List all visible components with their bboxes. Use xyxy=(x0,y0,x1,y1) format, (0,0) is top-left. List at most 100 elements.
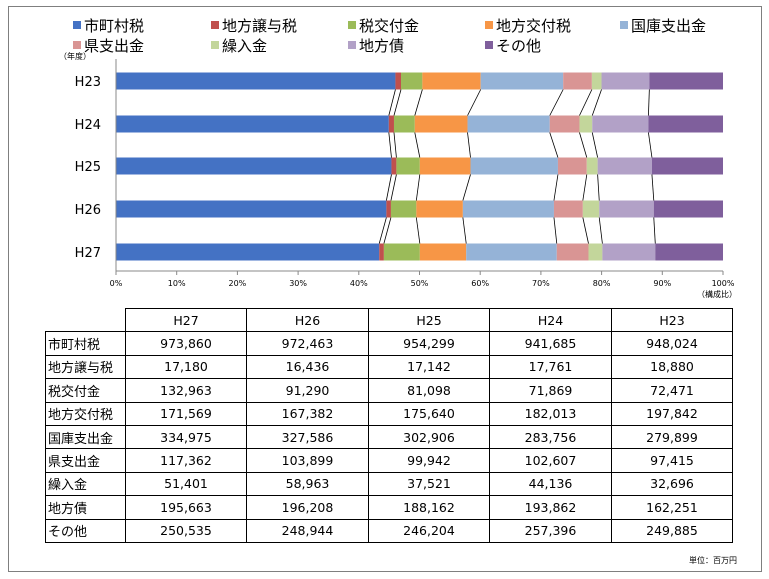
bar-segment xyxy=(601,72,650,90)
bar-segment xyxy=(592,115,649,133)
table-cell: 246,204 xyxy=(368,518,490,543)
series-connector-line xyxy=(467,89,482,116)
table-cell: 72,471 xyxy=(611,378,733,403)
bar-segment xyxy=(416,200,463,218)
table-cell: 941,685 xyxy=(489,331,612,356)
table-cell: 302,906 xyxy=(368,424,490,450)
legend-swatch xyxy=(211,21,219,29)
category-label: H27 xyxy=(75,246,101,261)
bar-segment xyxy=(422,72,481,90)
table-cell: 102,607 xyxy=(489,448,612,473)
x-tick-label: 100% xyxy=(712,279,735,288)
legend-row: 市町村税 地方譲与税 税交付金 地方交付税 国庫支出金 xyxy=(73,15,763,35)
series-connector-line xyxy=(549,89,564,116)
legend-label: 市町村税 xyxy=(84,16,145,35)
table-cell: 954,299 xyxy=(368,331,490,356)
table-cell: 71,869 xyxy=(489,378,612,403)
bar-segment xyxy=(393,115,415,133)
table-cell: 188,162 xyxy=(368,495,490,520)
table-cell: 196,208 xyxy=(246,495,369,520)
bar-segment xyxy=(653,200,723,218)
category-label: H26 xyxy=(75,203,101,218)
legend-item: 県支出金 xyxy=(73,35,144,55)
table-cell: 193,862 xyxy=(489,495,612,520)
series-connector-line xyxy=(653,217,656,244)
table-cell: 327,586 xyxy=(246,424,369,450)
bar-group-h26 xyxy=(116,200,723,218)
column-header: H25 xyxy=(368,307,490,333)
x-tick-label: 70% xyxy=(532,279,550,288)
legend-item: 地方債 xyxy=(348,35,404,55)
table-cell: 97,415 xyxy=(611,448,733,473)
legend-row: 県支出金 繰入金 地方債 その他 xyxy=(73,35,763,55)
bar-segment xyxy=(390,200,417,218)
legend-label: 地方譲与税 xyxy=(222,16,298,35)
bar-segment xyxy=(396,157,420,175)
table-row: 税交付金 132,963 91,290 81,098 71,869 72,471 xyxy=(45,378,733,403)
series-connector-line xyxy=(591,132,599,158)
row-label: 地方債 xyxy=(45,495,126,520)
legend-label: 繰入金 xyxy=(222,36,268,55)
table-cell: 132,963 xyxy=(125,378,247,403)
x-tick-label: 40% xyxy=(350,279,368,288)
chart-legend: 市町村税 地方譲与税 税交付金 地方交付税 国庫支出金 県支出金 繰入金 地方債 その他 xyxy=(73,15,763,55)
table-row: その他 250,535 248,944 246,204 257,396 249,885 xyxy=(45,518,733,543)
legend-swatch xyxy=(348,21,356,29)
table-cell: 51,401 xyxy=(125,471,247,497)
bar-segment xyxy=(655,243,723,261)
bar-segment xyxy=(480,72,564,90)
category-label: H25 xyxy=(75,160,101,175)
x-unit-label: （構成比） xyxy=(697,289,737,299)
series-connector-line xyxy=(579,132,588,158)
bar-segment xyxy=(414,115,468,133)
bar-segment xyxy=(651,157,723,175)
series-connector-line xyxy=(553,174,559,201)
table-cell: 167,382 xyxy=(246,401,369,426)
table-cell: 103,899 xyxy=(246,448,369,473)
bar-segment xyxy=(400,72,423,90)
x-tick-label: 50% xyxy=(411,279,429,288)
bar-segment xyxy=(599,200,654,218)
bar-group-h24 xyxy=(116,115,723,133)
data-table: H27 H26 H25 H24 H23 市町村税 973,860 972,463 954,299… xyxy=(45,307,733,543)
legend-swatch xyxy=(348,41,356,49)
table-cell: 948,024 xyxy=(611,331,733,356)
table-cell: 283,756 xyxy=(489,424,612,450)
bar-segment xyxy=(597,157,652,175)
bar-segment xyxy=(386,200,391,218)
bar-segment xyxy=(649,72,723,90)
table-cell: 279,899 xyxy=(611,424,733,450)
table-header-row: H27 H26 H25 H24 H23 xyxy=(45,307,733,333)
table-cell: 18,880 xyxy=(611,354,733,380)
series-connector-line xyxy=(462,174,471,201)
row-label: 県支出金 xyxy=(45,448,126,473)
bar-group-h27 xyxy=(116,243,723,261)
table-cell: 16,436 xyxy=(246,354,369,380)
series-connector-line xyxy=(582,174,588,201)
category-label: H24 xyxy=(75,118,101,133)
column-header: H23 xyxy=(611,307,733,333)
bar-segment xyxy=(588,243,603,261)
table-cell: 248,944 xyxy=(246,518,369,543)
table-row: 県支出金 117,362 103,899 99,942 102,607 97,415 xyxy=(45,448,733,473)
legend-item: 地方譲与税 xyxy=(211,15,297,35)
table-cell: 250,535 xyxy=(125,518,247,543)
series-connector-line xyxy=(648,132,653,158)
bar-segment xyxy=(116,200,387,218)
legend-swatch xyxy=(73,41,81,49)
table-cell: 973,860 xyxy=(125,331,247,356)
series-connector-line xyxy=(383,217,392,244)
bar-segment xyxy=(395,72,401,90)
table-cell: 44,136 xyxy=(489,471,612,497)
bar-segment xyxy=(467,115,550,133)
table-cell: 58,963 xyxy=(246,471,369,497)
row-label: 地方交付税 xyxy=(45,401,126,426)
chart-frame: 市町村税 地方譲与税 税交付金 地方交付税 国庫支出金 県支出金 繰入金 地方債 その他 H23… xyxy=(8,6,762,572)
table-cell: 195,663 xyxy=(125,495,247,520)
legend-item: 繰入金 xyxy=(211,35,267,55)
legend-swatch xyxy=(485,41,493,49)
row-label: その他 xyxy=(45,518,126,543)
series-connector-line xyxy=(415,174,421,201)
bar-segment xyxy=(557,157,587,175)
bar-group-h25 xyxy=(116,157,723,175)
